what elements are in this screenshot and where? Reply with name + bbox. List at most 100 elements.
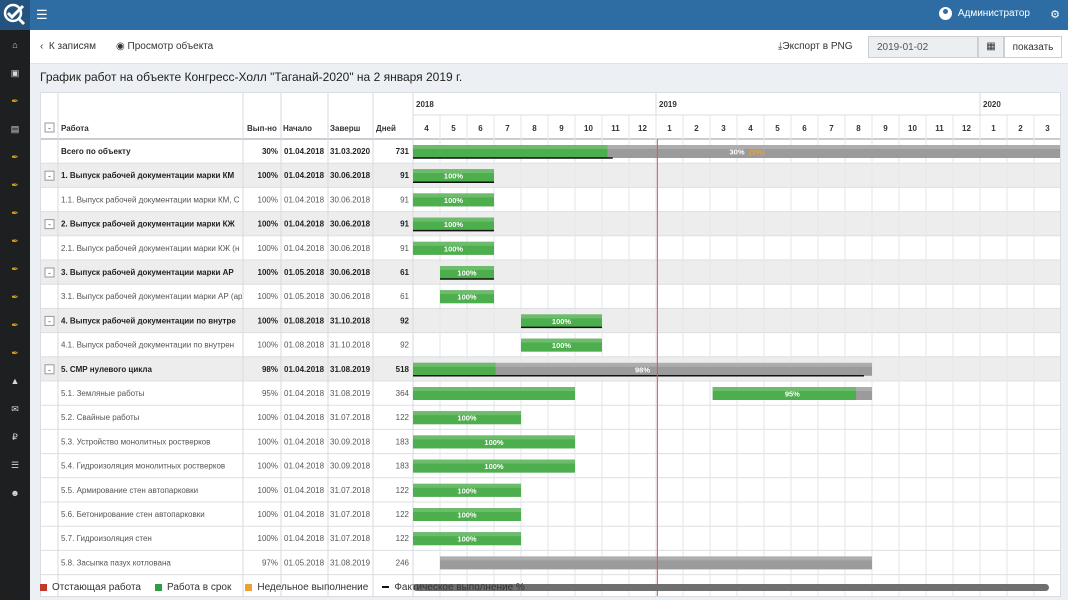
task-done: 100% (258, 316, 278, 325)
gantt-bar-shine (413, 411, 521, 416)
sidebar-paperclip-icon[interactable]: ✒ (11, 292, 19, 302)
month-label: 9 (883, 124, 888, 133)
gantt-bar-planned (440, 556, 872, 570)
calendar-icon[interactable]: ▦ (978, 36, 1004, 58)
gantt-bar-shine (521, 338, 602, 343)
task-name: 5.3. Устройство монолитных ростверков (61, 437, 210, 446)
task-name: 5.6. Бетонирование стен автопарковки (61, 510, 205, 519)
task-start: 01.04.2018 (284, 365, 325, 374)
task-days: 122 (396, 413, 410, 422)
sidebar-list-icon[interactable]: ☰ (10, 460, 20, 470)
sidebar-paperclip-icon[interactable]: ✒ (11, 152, 19, 162)
task-name: 2. Выпуск рабочей документации марки КЖ (61, 220, 235, 229)
sidebar-paperclip-icon[interactable]: ✒ (11, 264, 19, 274)
eye-icon: ◉ (116, 41, 125, 52)
gantt-bar-progress (413, 483, 521, 497)
gantt-bar-progress (413, 145, 608, 158)
month-label: 10 (908, 124, 917, 133)
settings-gear-icon[interactable]: ⚙ (1050, 9, 1060, 21)
gantt-bar-progress (521, 338, 602, 352)
task-start: 01.05.2018 (284, 558, 325, 567)
legend-item: Работа в срок (154, 582, 231, 593)
task-days: 183 (396, 462, 410, 471)
task-days: 364 (396, 389, 410, 398)
export-png-link[interactable]: ⤓Экспорт в PNG (778, 41, 853, 52)
month-label: 10 (584, 124, 593, 133)
sidebar-paperclip-icon[interactable]: ✒ (11, 180, 19, 190)
gantt-bar-progress (413, 169, 494, 183)
gantt-bar-label: 98% (635, 365, 650, 374)
gantt-bar-label: 100% (457, 486, 477, 495)
gantt-bar-label: 100% (457, 414, 477, 423)
task-done: 100% (258, 413, 278, 422)
sidebar-users-icon[interactable]: ☻ (10, 488, 20, 498)
gantt-bar-shine (413, 241, 494, 246)
date-input[interactable]: 2019-01-02 (868, 36, 978, 58)
task-name: 5.1. Земляные работы (61, 389, 145, 398)
sidebar-paperclip-icon[interactable]: ✒ (11, 236, 19, 246)
gantt-bar-shine (440, 556, 872, 561)
task-name: 2.1. Выпуск рабочей документации марки К… (61, 244, 239, 253)
sidebar-paperclip-icon[interactable]: ✒ (11, 208, 19, 218)
task-start: 01.08.2018 (284, 341, 325, 350)
task-end: 31.07.2018 (330, 413, 371, 422)
task-end: 31.07.2018 (330, 510, 371, 519)
legend-label: Отстающая работа (52, 581, 141, 593)
sidebar-mail-icon[interactable]: ✉ (11, 404, 19, 414)
sidebar-ruble-icon[interactable]: ₽ (12, 432, 18, 442)
sidebar-book-icon[interactable]: ▤ (10, 124, 20, 134)
task-done: 100% (258, 462, 278, 471)
gantt-bar-label: 100% (457, 535, 477, 544)
task-start: 01.04.2018 (284, 437, 325, 446)
row-toggle-sign: - (48, 317, 51, 326)
month-label: 2 (694, 124, 699, 133)
month-label: 8 (856, 124, 861, 133)
sidebar-paperclip-icon[interactable]: ✒ (11, 320, 19, 330)
task-days: 122 (396, 534, 410, 543)
month-label: 1 (667, 124, 672, 133)
task-end: 31.08.2019 (330, 558, 371, 567)
app-logo[interactable] (0, 0, 30, 30)
gantt-bar-progress (413, 411, 521, 425)
user-avatar-icon (938, 7, 952, 20)
gantt-bar-label: 100% (484, 438, 504, 447)
legend-swatch (245, 583, 253, 591)
table-row (41, 477, 1060, 502)
sidebar-list-icon[interactable]: ▣ (10, 68, 20, 78)
month-label: 5 (775, 124, 780, 133)
task-end: 30.06.2018 (330, 268, 371, 277)
table-row (41, 187, 1060, 212)
view-object-link[interactable]: ◉ Просмотр объекта (116, 41, 213, 52)
month-label: 4 (748, 124, 753, 133)
gantt-bar-shine (413, 435, 575, 440)
show-button[interactable]: показать (1004, 36, 1062, 58)
page-title: График работ на объекте Конгресс-Холл "Т… (40, 70, 463, 84)
gantt-bar-shine (413, 532, 521, 537)
toolbar: ‹ К записям ◉ Просмотр объекта ⤓Экспорт … (30, 30, 1068, 64)
horizontal-scrollbar[interactable] (413, 584, 1049, 591)
back-to-records-link[interactable]: ‹ К записям (40, 41, 96, 52)
task-days: 61 (400, 268, 409, 277)
sidebar-paperclip-icon[interactable]: ✒ (11, 96, 19, 106)
gantt-bar-label: 100% (457, 293, 477, 302)
column-header: Работа (61, 124, 89, 133)
sidebar-paperclip-icon[interactable]: ✒ (11, 348, 19, 358)
column-header: Вып-но (247, 124, 277, 133)
view-label: Просмотр объекта (127, 41, 214, 52)
gantt-bar-progress (413, 217, 494, 231)
gantt-bar-label: 30% (729, 148, 744, 157)
month-label: 7 (505, 124, 510, 133)
task-done: 100% (258, 486, 278, 495)
menu-toggle-icon[interactable]: ☰ (36, 7, 48, 22)
sidebar-bank-icon[interactable]: ▲ (10, 376, 20, 386)
task-days: 183 (396, 437, 410, 446)
gantt-bar-shine (440, 266, 494, 270)
sidebar-home-icon[interactable]: ⌂ (12, 40, 18, 50)
table-row (41, 526, 1060, 551)
user-menu[interactable]: Администратор (938, 7, 1030, 20)
row-toggle (44, 315, 55, 326)
task-name: 4. Выпуск рабочей документации по внутре (61, 316, 236, 325)
row-toggle-sign: - (48, 269, 51, 278)
task-name: 5.4. Гидроизоляция монолитных ростверков (61, 462, 225, 471)
gantt-bar-label: 100% (552, 317, 572, 326)
